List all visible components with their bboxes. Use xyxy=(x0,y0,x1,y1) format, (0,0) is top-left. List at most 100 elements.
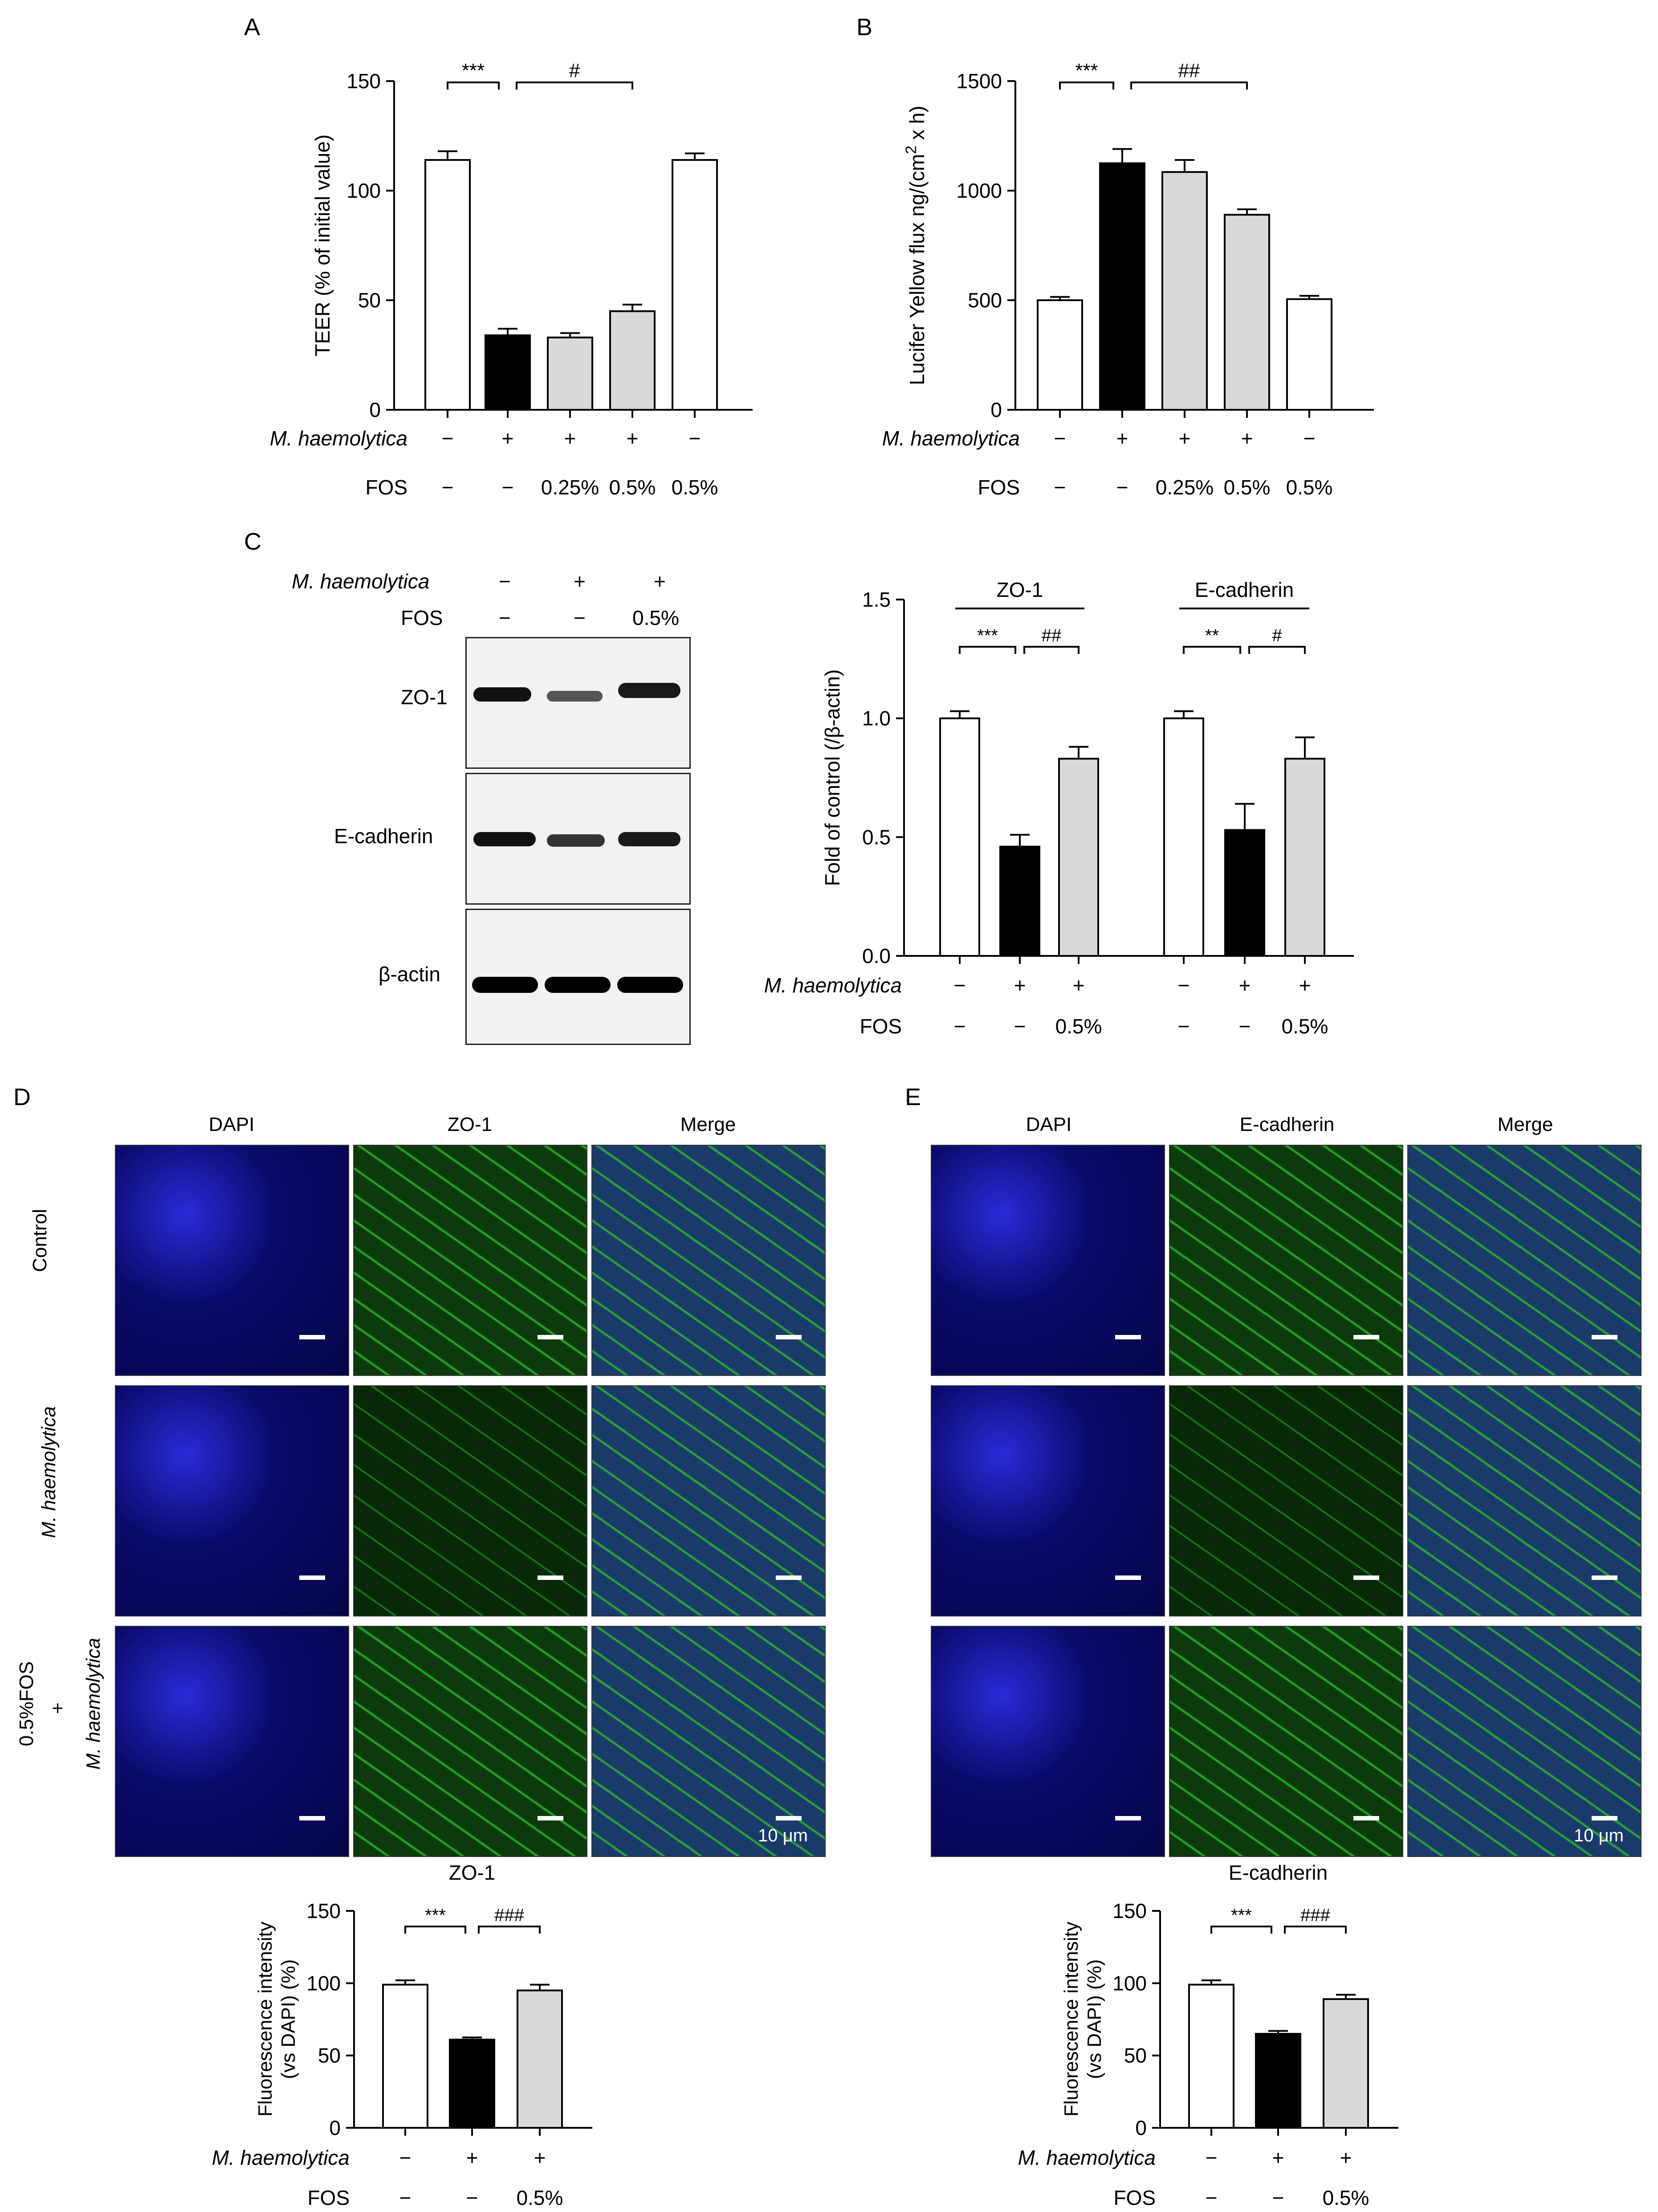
bar xyxy=(517,1989,563,2129)
significance-label: *** xyxy=(1231,1906,1252,1925)
microscopy-panel-e: DAPI E-cadherin Merge 10 μm xyxy=(891,1105,1657,1857)
chart-b-lucifer-yellow: 0 500 1000 1500 *** ## Lucifer Yellow flux ng/… xyxy=(882,60,1374,499)
panel-letter-b: B xyxy=(856,14,873,41)
microscopy-panel-d: DAPI ZO-1 Merge Control M. haemolytica 0… xyxy=(0,1105,846,1857)
scale-bar xyxy=(1115,1335,1141,1339)
bar xyxy=(547,336,593,411)
fos-value: 0.5% xyxy=(1282,1015,1328,1038)
blot-header-m-label: M. haemolytica xyxy=(292,570,430,593)
m-haemolytica-value: + xyxy=(1239,974,1251,997)
blot-header-m-3: + xyxy=(654,570,666,593)
m-haemolytica-value: + xyxy=(627,427,639,450)
bar xyxy=(1286,298,1332,411)
fos-value: 0.25% xyxy=(1156,476,1214,499)
significance-bracket xyxy=(959,646,1016,654)
micrograph-merge-tile: 10 μm xyxy=(1407,1626,1642,1857)
scale-bar-label: 10 μm xyxy=(1574,1826,1624,1845)
blot-header-fos-3: 0.5% xyxy=(632,606,679,629)
fos-value: − xyxy=(1014,1015,1026,1038)
m-haemolytica-label: M. haemolytica xyxy=(270,427,407,450)
y-tick-label: 100 xyxy=(306,1971,341,1995)
m-haemolytica-value: − xyxy=(689,427,701,450)
significance-label: *** xyxy=(1075,60,1098,82)
chart-e-fluorescence: 0 50 100 150 E-cadherin *** ### Fluorescence in… xyxy=(1018,1862,1398,2209)
y-tick-label: 150 xyxy=(346,69,381,93)
blot-band xyxy=(472,977,538,993)
significance-bracket xyxy=(1284,1926,1347,1934)
micrograph-merge-tile xyxy=(591,1145,826,1376)
y-tick-label: 1.0 xyxy=(862,707,891,730)
y-tick-label: 0 xyxy=(990,398,1002,421)
bar xyxy=(1037,299,1083,411)
fos-value: 0.5% xyxy=(1286,476,1333,499)
significance-bracket xyxy=(1059,82,1114,90)
blot-band xyxy=(617,977,683,993)
y-axis-label-line2: (vs DAPI) (%) xyxy=(277,1959,299,2079)
row-label-m-haemolytica: M. haemolytica xyxy=(38,1406,60,1538)
m-haemolytica-value: + xyxy=(1241,427,1253,450)
blot-strip-actin xyxy=(465,909,691,1045)
significance-label: ### xyxy=(1300,1906,1330,1925)
y-axis-label-line1: Fluorescence intensity xyxy=(254,1922,276,2117)
fos-value: − xyxy=(1054,476,1066,499)
significance-bracket xyxy=(1183,646,1241,654)
chart-c-densitometry: 0.0 0.5 1.0 1.5 ZO-1 E-cadherin *** ## ** # Fold o… xyxy=(764,578,1354,1038)
m-haemolytica-value: + xyxy=(502,427,514,450)
m-haemolytica-value: + xyxy=(1299,974,1311,997)
fos-value: 0.5% xyxy=(1323,2186,1369,2209)
chart-d-fluorescence: 0 50 100 150 ZO-1 *** ### Fluorescence intensit… xyxy=(212,1862,592,2209)
significance-label: *** xyxy=(425,1906,446,1925)
column-header-merge: Merge xyxy=(1497,1114,1553,1135)
y-tick-label: 1.5 xyxy=(862,588,891,611)
blot-band xyxy=(473,687,531,702)
y-axis-label: Fold of control (/β-actin) xyxy=(821,669,844,886)
fos-label: FOS xyxy=(1113,2186,1156,2209)
column-header-zo1: ZO-1 xyxy=(447,1114,493,1135)
scale-bar xyxy=(299,1575,325,1580)
y-tick-label: 150 xyxy=(306,1899,341,1922)
m-haemolytica-value: − xyxy=(399,2146,411,2169)
significance-label: ## xyxy=(1042,626,1062,645)
significance-bracket xyxy=(447,82,500,90)
bar xyxy=(1099,162,1145,411)
bar xyxy=(1188,1983,1234,2129)
m-haemolytica-value: + xyxy=(564,427,576,450)
micrograph-dapi-tile xyxy=(115,1626,349,1857)
scale-bar xyxy=(1115,1816,1141,1820)
m-haemolytica-value: − xyxy=(1206,2146,1218,2169)
micrograph-dapi-tile xyxy=(931,1626,1165,1857)
scale-bar xyxy=(1592,1816,1617,1820)
y-axis-label: TEER (% of initial value) xyxy=(311,135,334,357)
fos-value: − xyxy=(1116,476,1128,499)
row-label-plus: + xyxy=(47,1702,69,1714)
blot-header-m-2: + xyxy=(574,570,586,593)
micrograph-dapi-tile xyxy=(931,1385,1165,1616)
column-header-dapi: DAPI xyxy=(1026,1114,1072,1135)
micrograph-merge-tile xyxy=(591,1385,826,1616)
scale-bar xyxy=(1353,1335,1379,1339)
m-haemolytica-label: M. haemolytica xyxy=(212,2146,350,2169)
blot-band xyxy=(618,683,680,698)
fos-value: 0.5% xyxy=(517,2186,563,2209)
micrograph-e-cadherin-tile xyxy=(1169,1626,1403,1857)
y-tick-label: 150 xyxy=(1112,1899,1147,1922)
y-tick-label: 0 xyxy=(1135,2116,1147,2139)
m-haemolytica-value: − xyxy=(1304,427,1316,450)
blot-strip-ecadherin xyxy=(465,773,691,905)
significance-label: *** xyxy=(977,626,998,645)
significance-bracket xyxy=(404,1926,466,1934)
y-tick-label: 0 xyxy=(329,2116,341,2139)
fos-value: − xyxy=(1206,2186,1218,2209)
blot-header-fos-2: − xyxy=(574,606,586,629)
chart-a-teer: 0 50 100 150 *** # TEER (% of initial value) M.… xyxy=(270,60,753,499)
y-axis-label: Lucifer Yellow flux ng/(cm2 x h) xyxy=(903,106,929,385)
column-header-dapi: DAPI xyxy=(208,1114,255,1135)
fos-value: − xyxy=(399,2186,411,2209)
y-tick-label: 50 xyxy=(318,2044,341,2067)
column-header-merge: Merge xyxy=(680,1114,736,1135)
y-tick-label: 1500 xyxy=(957,69,1002,93)
y-tick-label: 50 xyxy=(1124,2044,1147,2067)
significance-bracket xyxy=(1210,1926,1272,1934)
significance-bracket xyxy=(1023,646,1080,654)
panel-letter-e: E xyxy=(905,1084,921,1110)
